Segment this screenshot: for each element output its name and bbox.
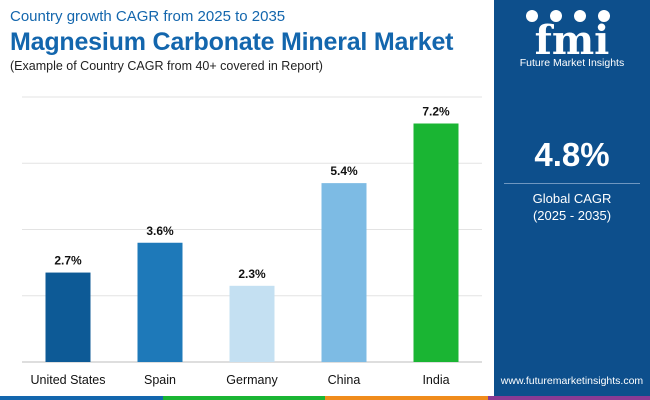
x-tick-labels: United States Spain Germany China India (30, 373, 449, 387)
divider (504, 183, 640, 184)
bar-chart: 2.7% 3.6% 2.3% 5.4% 7.2% United States Spain G… (22, 96, 482, 387)
bar-value-label: 3.6% (146, 224, 174, 238)
bar-value-label: 5.4% (330, 164, 358, 178)
x-tick-label: United States (30, 373, 105, 387)
global-cagr-title: Global CAGR (532, 191, 612, 206)
stripe-segment (162, 396, 325, 400)
bar (45, 272, 91, 362)
stripe-segment (487, 396, 650, 400)
chart-note: (Example of Country CAGR from 40+ covere… (10, 59, 323, 73)
chart-title: Magnesium Carbonate Mineral Market (10, 28, 454, 56)
bar (413, 123, 459, 362)
logo-pictogram-icon (550, 10, 562, 22)
logo-caption: Future Market Insights (519, 57, 625, 69)
stripe-segment (325, 396, 488, 400)
website-link[interactable]: www.futuremarketinsights.com (500, 375, 644, 387)
chart-subtitle: Country growth CAGR from 2025 to 2035 (10, 8, 286, 25)
fmi-logo: fmi (526, 10, 610, 64)
x-tick-label: China (328, 373, 361, 387)
logo-wordmark: fmi (535, 17, 610, 64)
bar (321, 183, 367, 362)
logo-pictogram-icon (574, 10, 586, 22)
global-cagr-period: (2025 - 2035) (532, 208, 612, 223)
header: Country growth CAGR from 2025 to 2035 Ma… (10, 8, 490, 74)
x-tick-label: Germany (226, 373, 278, 387)
bar-value-label: 2.3% (238, 267, 266, 281)
global-cagr-label: Global CAGR (2025 - 2035) (494, 190, 650, 224)
logo-pictogram-icon (526, 10, 538, 22)
sidebar-panel: fmi Future Market Insights 4.8% Global C… (494, 0, 650, 400)
global-cagr-value: 4.8% (534, 136, 610, 173)
logo-pictogram-icon (598, 10, 610, 22)
x-tick-label: India (422, 373, 449, 387)
stripe-segment (0, 396, 163, 400)
x-tick-label: Spain (144, 373, 176, 387)
value-labels: 2.7% 3.6% 2.3% 5.4% 7.2% (54, 105, 450, 281)
bar-value-label: 7.2% (422, 105, 450, 119)
bars (45, 123, 459, 362)
bar-value-label: 2.7% (54, 254, 82, 268)
bar (229, 285, 275, 362)
bar (137, 242, 183, 362)
